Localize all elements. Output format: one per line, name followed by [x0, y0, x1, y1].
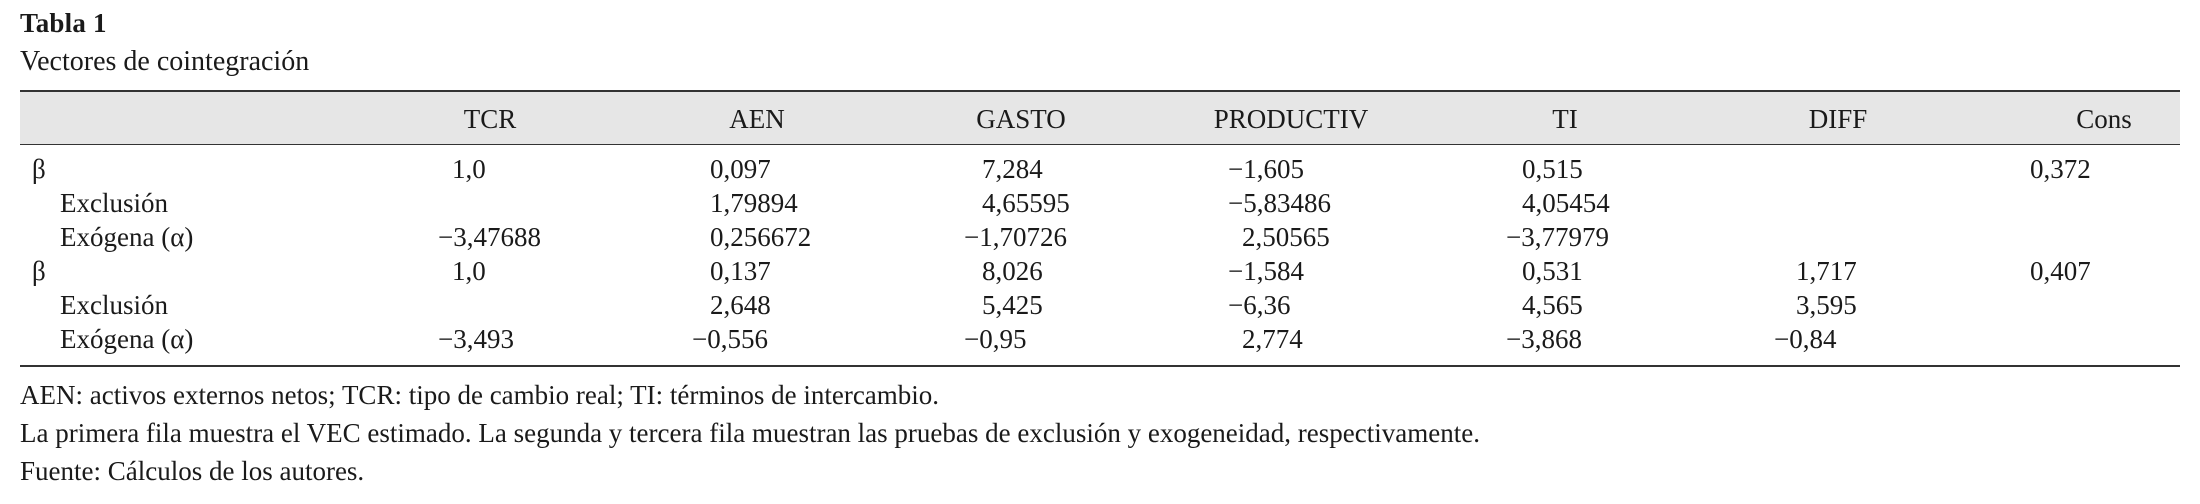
cell-gasto: 5,425 [982, 290, 1043, 320]
cell-productiv: 2,774 [1242, 324, 1303, 354]
cell-aen: 0,256672 [710, 222, 812, 252]
table-row: β 1,0 0,097 7,284 −1,605 0,515 0,372 [20, 154, 2180, 188]
table-row: Exógena (α) −3,47688 0,256672 −1,70726 2… [20, 222, 2180, 256]
row-label-beta: β [32, 256, 46, 286]
cell-cons: 0,372 [2030, 154, 2091, 184]
table-row: Exclusión 2,648 5,425 −6,36 4,565 3,595 [20, 290, 2180, 324]
cell-tcr: 1,0 [452, 256, 486, 286]
cell-aen: 2,648 [710, 290, 771, 320]
cell-cons: 0,407 [2030, 256, 2091, 286]
cell-ti: 4,565 [1522, 290, 1583, 320]
cell-gasto: 8,026 [982, 256, 1043, 286]
column-header-tcr: TCR [463, 104, 517, 134]
row-label-beta: β [32, 154, 46, 184]
cell-productiv: 2,50565 [1242, 222, 1330, 252]
cell-gasto: −1,70726 [964, 222, 1067, 252]
column-header-cons: Cons [2076, 104, 2132, 134]
cell-productiv: −6,36 [1228, 290, 1291, 320]
column-header-gasto: GASTO [976, 104, 1066, 134]
row-label-exogena: Exógena (α) [60, 324, 194, 354]
column-header-ti: TI [1552, 104, 1578, 134]
table-row: Exógena (α) −3,493 −0,556 −0,95 2,774 −3… [20, 324, 2180, 358]
cell-diff: 1,717 [1796, 256, 1857, 286]
cell-aen: 1,79894 [710, 188, 798, 218]
cell-gasto: 7,284 [982, 154, 1043, 184]
cell-diff: −0,84 [1774, 324, 1837, 354]
column-header-aen: AEN [729, 104, 785, 134]
cell-productiv: −1,584 [1228, 256, 1304, 286]
table-row: Exclusión 1,79894 4,65595 −5,83486 4,054… [20, 188, 2180, 222]
cell-productiv: −5,83486 [1228, 188, 1331, 218]
cell-ti: 4,05454 [1522, 188, 1610, 218]
cell-gasto: 4,65595 [982, 188, 1070, 218]
table-bottom-rule [20, 365, 2180, 367]
cell-tcr: −3,493 [438, 324, 514, 354]
row-label-exclusion: Exclusión [60, 290, 168, 320]
table-header-band [20, 90, 2180, 145]
table-note-source: Fuente: Cálculos de los autores. [20, 456, 365, 486]
column-header-productiv: PRODUCTIV [1213, 104, 1369, 134]
column-header-diff: DIFF [1808, 104, 1868, 134]
cell-productiv: −1,605 [1228, 154, 1304, 184]
cell-tcr: 1,0 [452, 154, 486, 184]
cell-tcr: −3,47688 [438, 222, 541, 252]
table-note-abbreviations: AEN: activos externos netos; TCR: tipo d… [20, 380, 940, 410]
cell-ti: 0,515 [1522, 154, 1583, 184]
cell-aen: −0,556 [692, 324, 768, 354]
cell-ti: −3,77979 [1506, 222, 1609, 252]
cell-aen: 0,137 [710, 256, 771, 286]
cell-ti: 0,531 [1522, 256, 1583, 286]
table-row: β 1,0 0,137 8,026 −1,584 0,531 1,717 0,4… [20, 256, 2180, 290]
table-title: Tabla 1 [20, 8, 107, 38]
table-note-description: La primera fila muestra el VEC estimado.… [20, 418, 1480, 448]
table-subtitle: Vectores de cointegración [20, 46, 310, 77]
cell-gasto: −0,95 [964, 324, 1027, 354]
row-label-exogena: Exógena (α) [60, 222, 194, 252]
cell-diff: 3,595 [1796, 290, 1857, 320]
cell-ti: −3,868 [1506, 324, 1582, 354]
row-label-exclusion: Exclusión [60, 188, 168, 218]
cell-aen: 0,097 [710, 154, 771, 184]
